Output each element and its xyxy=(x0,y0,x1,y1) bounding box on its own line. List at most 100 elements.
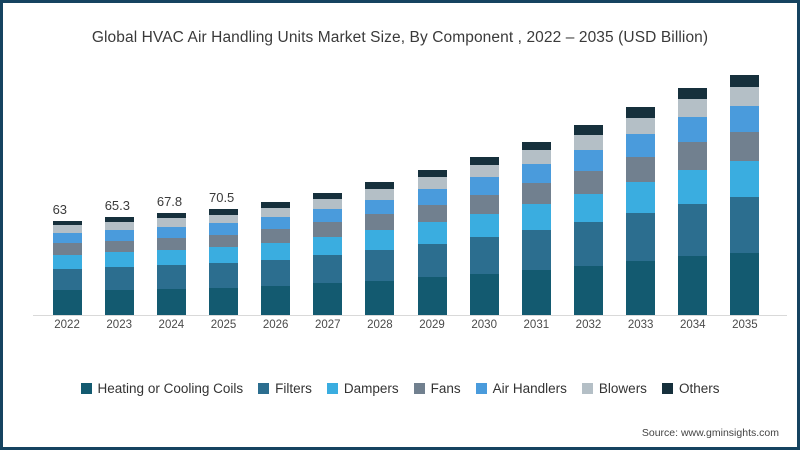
bar-segment[interactable] xyxy=(626,213,656,261)
bar-segment[interactable] xyxy=(208,247,238,264)
bar-segment[interactable] xyxy=(365,249,395,281)
bar-segment[interactable] xyxy=(573,222,603,266)
bar-segment[interactable] xyxy=(208,263,238,288)
bar-segment[interactable] xyxy=(208,222,238,235)
bar-segment[interactable] xyxy=(417,244,447,278)
bar-segment[interactable] xyxy=(52,290,82,315)
bar-segment[interactable] xyxy=(52,243,82,255)
bar-segment[interactable] xyxy=(521,150,551,165)
bar-segment[interactable] xyxy=(730,161,760,198)
bar-segment[interactable] xyxy=(469,213,499,238)
bar-segment[interactable] xyxy=(573,134,603,150)
bar-segment[interactable] xyxy=(417,189,447,205)
bar-segment[interactable] xyxy=(626,261,656,315)
legend-item[interactable]: Others xyxy=(661,381,719,396)
bar-segment[interactable] xyxy=(626,181,656,214)
bar-segment[interactable] xyxy=(52,225,82,233)
legend-item[interactable]: Blowers xyxy=(581,381,647,396)
bar-segment[interactable] xyxy=(156,213,186,219)
bar-segment[interactable] xyxy=(417,222,447,245)
bar-segment[interactable] xyxy=(417,204,447,223)
bar-segment[interactable] xyxy=(573,265,603,315)
bar-segment[interactable] xyxy=(313,192,343,199)
bar-segment[interactable] xyxy=(365,229,395,250)
bar-segment[interactable] xyxy=(626,157,656,182)
bar-segment[interactable] xyxy=(730,75,760,87)
bar-segment[interactable] xyxy=(261,228,291,243)
bar-segment[interactable] xyxy=(365,199,395,215)
bar-segment[interactable] xyxy=(469,237,499,274)
bar-segment[interactable] xyxy=(469,156,499,165)
bar-segment[interactable] xyxy=(52,254,82,269)
bar-segment[interactable] xyxy=(678,87,708,100)
bar-segment[interactable] xyxy=(208,234,238,248)
bar-segment[interactable] xyxy=(104,289,134,315)
bar-segment[interactable] xyxy=(313,255,343,284)
bar-segment[interactable] xyxy=(521,141,551,151)
stacked-bar[interactable] xyxy=(313,192,343,315)
legend-item[interactable]: Heating or Cooling Coils xyxy=(80,381,243,396)
bar-segment[interactable] xyxy=(573,193,603,223)
bar-segment[interactable] xyxy=(417,177,447,190)
stacked-bar[interactable] xyxy=(469,156,499,315)
bar-segment[interactable] xyxy=(626,134,656,158)
bar-segment[interactable] xyxy=(156,226,186,238)
bar-segment[interactable] xyxy=(521,270,551,315)
bar-segment[interactable] xyxy=(730,197,760,253)
stacked-bar[interactable] xyxy=(678,87,708,315)
bar-segment[interactable] xyxy=(208,287,238,315)
bar-segment[interactable] xyxy=(469,273,499,315)
bar-segment[interactable] xyxy=(261,285,291,315)
stacked-bar[interactable] xyxy=(626,107,656,315)
bar-segment[interactable] xyxy=(104,217,134,223)
bar-segment[interactable] xyxy=(313,208,343,223)
bar-segment[interactable] xyxy=(156,218,186,227)
bar-segment[interactable] xyxy=(573,125,603,135)
bar-segment[interactable] xyxy=(573,149,603,171)
bar-segment[interactable] xyxy=(52,268,82,291)
bar-segment[interactable] xyxy=(365,188,395,200)
stacked-bar[interactable]: 70.5 xyxy=(208,190,238,315)
bar-segment[interactable] xyxy=(156,288,186,315)
stacked-bar[interactable] xyxy=(573,125,603,315)
bar-segment[interactable] xyxy=(313,198,343,209)
bar-segment[interactable] xyxy=(261,242,291,260)
bar-segment[interactable] xyxy=(261,207,291,217)
bar-segment[interactable] xyxy=(521,204,551,231)
bar-segment[interactable] xyxy=(104,252,134,268)
bar-segment[interactable] xyxy=(156,265,186,289)
bar-segment[interactable] xyxy=(104,222,134,230)
bar-segment[interactable] xyxy=(469,194,499,214)
stacked-bar[interactable] xyxy=(417,170,447,315)
bar-segment[interactable] xyxy=(469,177,499,195)
bar-segment[interactable] xyxy=(52,220,82,226)
legend-item[interactable]: Filters xyxy=(258,381,312,396)
bar-segment[interactable] xyxy=(626,107,656,118)
bar-segment[interactable] xyxy=(521,183,551,205)
bar-segment[interactable] xyxy=(313,236,343,256)
bar-segment[interactable] xyxy=(156,249,186,266)
legend-item[interactable]: Air Handlers xyxy=(475,381,567,396)
bar-segment[interactable] xyxy=(365,214,395,230)
legend-item[interactable]: Fans xyxy=(413,381,461,396)
bar-segment[interactable] xyxy=(261,201,291,208)
bar-segment[interactable] xyxy=(104,267,134,290)
bar-segment[interactable] xyxy=(730,132,760,162)
bar-segment[interactable] xyxy=(365,280,395,315)
bar-segment[interactable] xyxy=(365,182,395,189)
bar-segment[interactable] xyxy=(208,209,238,215)
legend-item[interactable]: Dampers xyxy=(326,381,399,396)
bar-segment[interactable] xyxy=(678,169,708,204)
bar-segment[interactable] xyxy=(573,170,603,194)
bar-segment[interactable] xyxy=(52,232,82,244)
bar-segment[interactable] xyxy=(208,214,238,223)
bar-segment[interactable] xyxy=(678,203,708,256)
bar-segment[interactable] xyxy=(678,142,708,170)
bar-segment[interactable] xyxy=(313,283,343,315)
bar-segment[interactable] xyxy=(521,164,551,184)
stacked-bar[interactable] xyxy=(261,201,291,315)
stacked-bar[interactable]: 63 xyxy=(52,202,82,315)
bar-segment[interactable] xyxy=(417,277,447,315)
bar-segment[interactable] xyxy=(626,117,656,135)
bar-segment[interactable] xyxy=(730,86,760,107)
